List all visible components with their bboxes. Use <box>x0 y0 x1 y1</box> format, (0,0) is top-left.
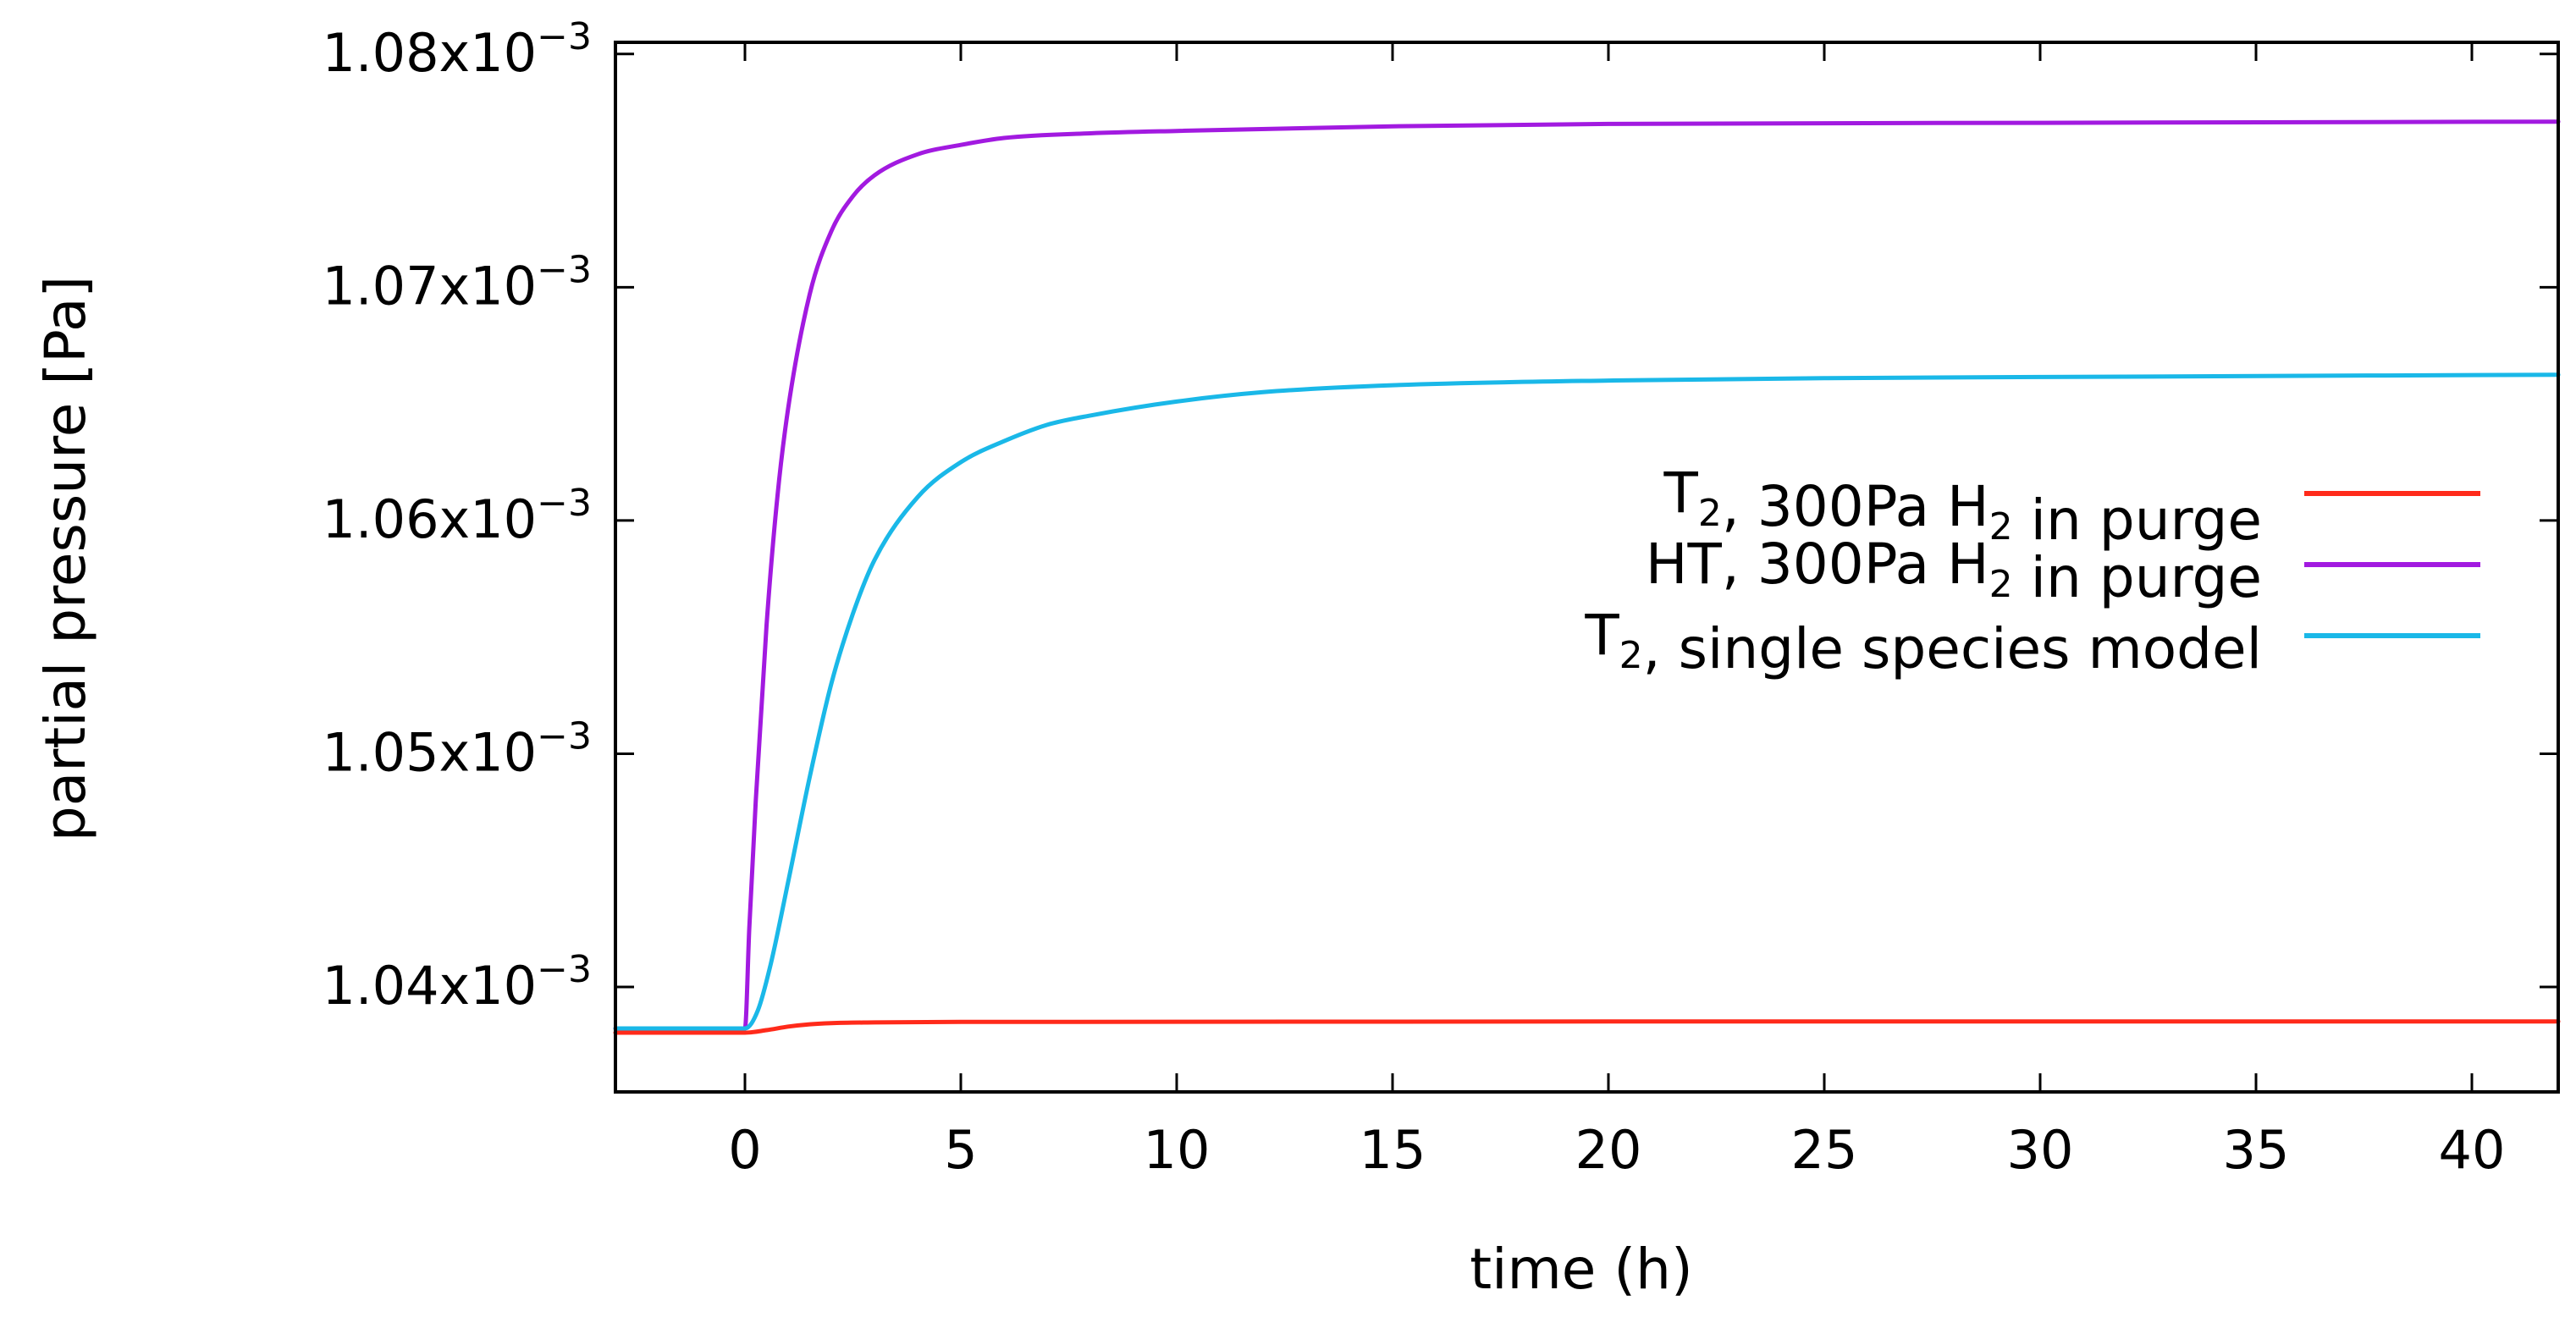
x-tick-label: 25 <box>1791 1119 1858 1181</box>
series-line-3 <box>613 372 2561 1031</box>
x-tick-label: 35 <box>2223 1119 2290 1181</box>
legend-label: T2, single species model <box>1584 603 2262 681</box>
y-axis-title: partial pressure [Pa] <box>33 276 98 841</box>
y-tick-label: 1.07x10−3 <box>322 248 592 317</box>
plot-frame <box>614 41 2560 1094</box>
series-layer <box>613 119 2561 1035</box>
y-tick-label: 1.06x10−3 <box>322 482 592 550</box>
x-axis-title: time (h) <box>1470 1237 1692 1302</box>
x-tick-label: 15 <box>1360 1119 1426 1181</box>
y-tick-label: 1.05x10−3 <box>322 714 592 783</box>
y-tick-label: 1.08x10−3 <box>322 15 592 84</box>
x-tick-label: 5 <box>944 1119 977 1181</box>
x-tick-labels: 0 5 10 15 20 25 30 35 40 <box>728 1119 2505 1181</box>
series-line-2 <box>613 119 2561 1031</box>
x-tick-label: 20 <box>1575 1119 1642 1181</box>
legend-item-1: T2, 300Pa H2 in purge <box>1663 460 2480 553</box>
tick-marks <box>615 42 2558 1092</box>
legend-label: T2, 300Pa H2 in purge <box>1663 460 2262 553</box>
x-tick-label: 10 <box>1144 1119 1211 1181</box>
legend-item-3: T2, single species model <box>1584 603 2480 681</box>
y-tick-label: 1.04x10−3 <box>322 948 592 1017</box>
y-tick-labels: 1.04x10−3 1.05x10−3 1.06x10−3 1.07x10−3 1.08… <box>322 15 592 1017</box>
x-tick-label: 40 <box>2439 1119 2506 1181</box>
series-line-1 <box>613 1019 2561 1035</box>
x-tick-label: 30 <box>2007 1119 2074 1181</box>
legend-item-2: HT, 300Pa H2 in purge <box>1646 532 2480 610</box>
legend-label: HT, 300Pa H2 in purge <box>1646 532 2262 610</box>
x-tick-label: 0 <box>728 1119 761 1181</box>
